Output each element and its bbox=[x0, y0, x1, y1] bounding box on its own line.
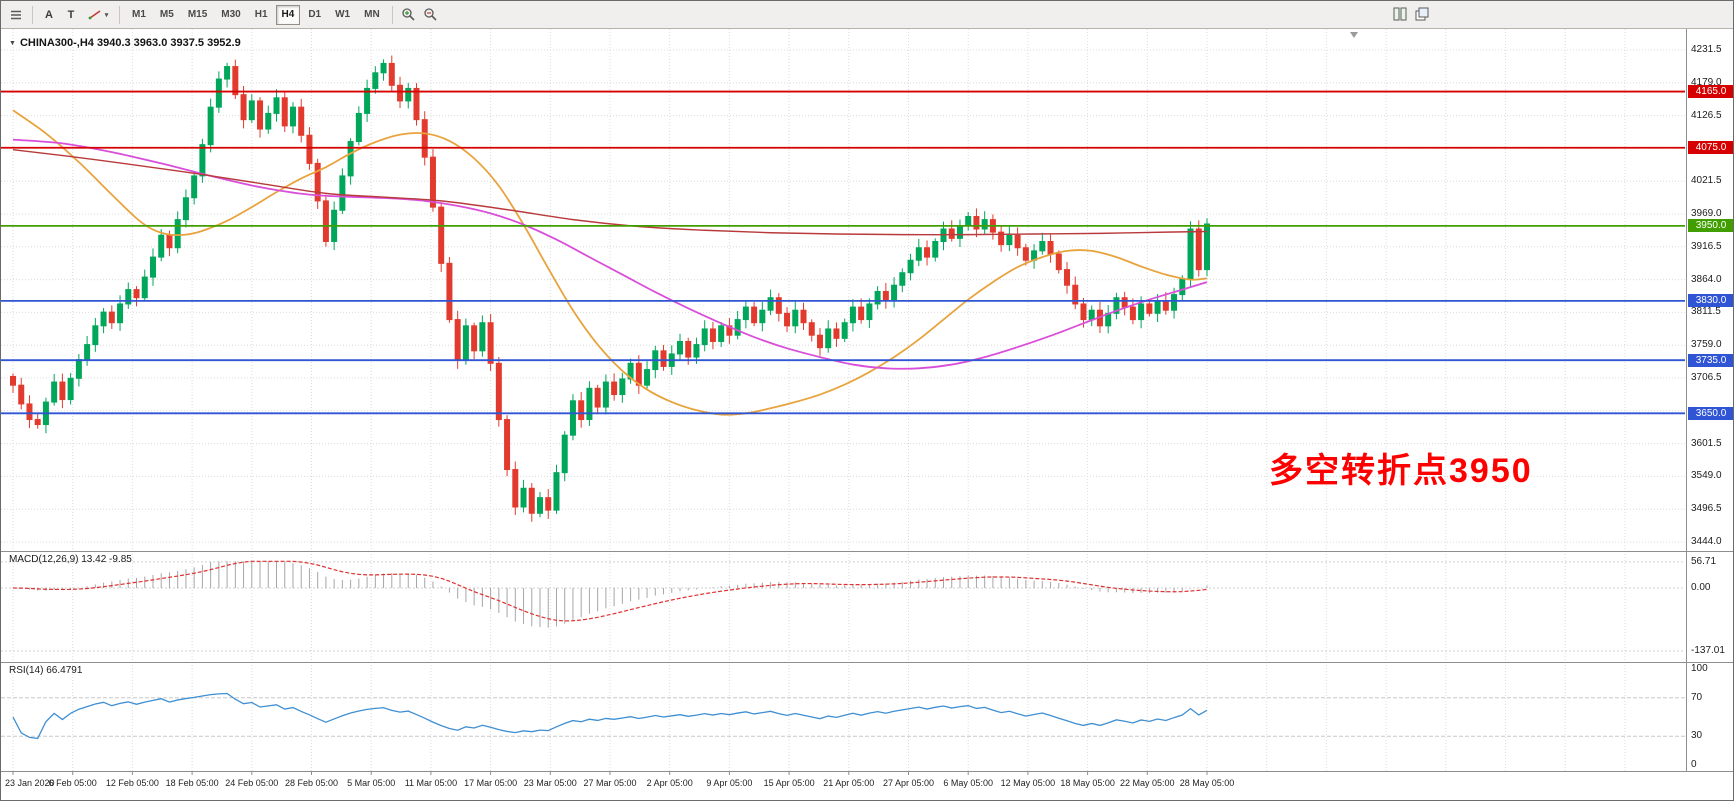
date-label: 12 May 05:00 bbox=[1000, 778, 1056, 788]
timeframe-button-M15[interactable]: M15 bbox=[187, 8, 208, 20]
cascade-icon bbox=[1415, 7, 1429, 21]
date-label: 28 Feb 05:00 bbox=[284, 778, 339, 788]
date-label: 5 Mar 05:00 bbox=[347, 778, 396, 788]
ohlc-values: 3940.3 3963.0 3937.5 3952.9 bbox=[96, 37, 241, 49]
zoom-in-icon[interactable] bbox=[399, 5, 419, 25]
date-label: 18 Feb 05:00 bbox=[165, 778, 219, 788]
timeframe-button-M5[interactable]: M5 bbox=[159, 8, 174, 20]
date-label: 12 Feb 05:00 bbox=[105, 778, 159, 788]
chart-annotation-text: 多空转折点3950 bbox=[1269, 452, 1533, 490]
date-label: 15 Apr 05:00 bbox=[763, 778, 815, 788]
rsi-label: RSI(14) 66.4791 bbox=[9, 665, 83, 676]
chart-symbol-ohlc: ▼ CHINA300-,H4 3940.3 3963.0 3937.5 3952.… bbox=[9, 37, 241, 50]
candles-layer bbox=[10, 55, 1210, 522]
price-level-badge-3830.0[interactable]: 3830.0 bbox=[1688, 294, 1733, 308]
cascade-windows-icon[interactable] bbox=[1412, 4, 1432, 24]
timeframe-button-MN[interactable]: MN bbox=[364, 8, 380, 20]
y-axis-label: 4179.0 bbox=[1691, 76, 1722, 88]
macd-label: MACD(12,26,9) 13.42 -9.85 bbox=[9, 554, 132, 565]
price-level-badge-4165.0[interactable]: 4165.0 bbox=[1688, 85, 1733, 99]
date-label: 18 May 05:00 bbox=[1060, 778, 1115, 788]
y-axis-label: 4021.5 bbox=[1691, 175, 1722, 187]
rsi-line bbox=[12, 692, 1208, 740]
y-axis-label: 3759.0 bbox=[1691, 339, 1722, 351]
chart-shift-marker[interactable] bbox=[1350, 32, 1358, 38]
trendline-icon bbox=[88, 10, 101, 20]
toolbar-separator bbox=[32, 5, 33, 24]
chart-area[interactable]: ▼ CHINA300-,H4 3940.3 3963.0 3937.5 3952.… bbox=[1, 29, 1734, 801]
date-label: 17 Mar 05:00 bbox=[464, 778, 518, 788]
timeframe-button-H4[interactable]: H4 bbox=[275, 4, 301, 25]
date-label: 28 May 05:00 bbox=[1179, 778, 1235, 788]
chevron-down-icon: ▾ bbox=[104, 11, 109, 19]
chart-dropdown-icon[interactable]: ▼ bbox=[9, 40, 16, 47]
price-chart-svg[interactable] bbox=[1, 29, 1734, 801]
grid-layer bbox=[1, 29, 1685, 771]
y-axis-label: 4126.5 bbox=[1691, 109, 1722, 121]
text-label-tool-button[interactable]: A bbox=[45, 8, 53, 21]
y-axis-label: 3969.0 bbox=[1691, 208, 1722, 219]
price-level-badge-3735.0[interactable]: 3735.0 bbox=[1688, 353, 1733, 367]
rsi-axis-label: 0 bbox=[1691, 759, 1697, 770]
rsi-axis-label: 30 bbox=[1691, 730, 1703, 742]
ma-orange-line bbox=[12, 109, 1208, 416]
price-level-badge-3950.0[interactable]: 3950.0 bbox=[1688, 219, 1733, 233]
date-label: 11 Mar 05:00 bbox=[404, 778, 458, 788]
price-level-badge-3650.0[interactable]: 3650.0 bbox=[1688, 406, 1733, 420]
draw-trendline-dropdown[interactable]: ▾ bbox=[83, 5, 113, 25]
y-axis-label: 3496.5 bbox=[1691, 503, 1722, 515]
date-label: 27 Apr 05:00 bbox=[882, 778, 935, 788]
text-tool-button[interactable]: T bbox=[67, 8, 75, 21]
y-axis-label: 3601.5 bbox=[1691, 437, 1722, 449]
chart-list-icon[interactable] bbox=[6, 5, 26, 25]
tile-icon bbox=[1393, 7, 1407, 21]
y-axis-label: 3916.5 bbox=[1691, 240, 1722, 252]
y-axis-label: 4231.5 bbox=[1691, 44, 1722, 55]
date-label: 9 Apr 05:00 bbox=[706, 778, 753, 788]
magnifier-plus-icon bbox=[402, 8, 415, 21]
timeframe-group: M1 M5 M15 M30 H1 H4 D1 W1 MN bbox=[125, 4, 387, 25]
rsi-axis-label: 100 bbox=[1691, 663, 1708, 674]
date-label: 27 Mar 05:00 bbox=[583, 778, 637, 788]
date-label: 23 Mar 05:00 bbox=[523, 778, 577, 788]
tile-windows-icon[interactable] bbox=[1390, 4, 1410, 24]
macd-axis-label: 56.71 bbox=[1691, 555, 1717, 567]
symbol-name: CHINA300-,H4 bbox=[19, 37, 94, 49]
price-level-badge-4075.0[interactable]: 4075.0 bbox=[1688, 141, 1733, 155]
date-label: 6 May 05:00 bbox=[943, 778, 993, 788]
toolbar-separator bbox=[391, 5, 393, 24]
window-arrange-group bbox=[1389, 4, 1433, 24]
hamburger-icon bbox=[11, 10, 21, 19]
timeframe-button-M30[interactable]: M30 bbox=[221, 8, 241, 20]
rsi-axis-label: 70 bbox=[1691, 691, 1703, 703]
date-label: 6 Feb 05:00 bbox=[48, 778, 97, 788]
date-label: 21 Apr 05:00 bbox=[823, 778, 875, 788]
timeframe-button-H1[interactable]: H1 bbox=[254, 8, 268, 20]
date-label: 22 May 05:00 bbox=[1120, 778, 1175, 788]
toolbar: A T ▾ M1 M5 M15 M30 H1 H4 D1 W1 MN bbox=[1, 1, 1733, 29]
date-label: 24 Feb 05:00 bbox=[225, 778, 279, 788]
date-label: 2 Apr 05:00 bbox=[646, 778, 693, 788]
macd-axis-label: -137.01 bbox=[1691, 645, 1725, 657]
timeframe-button-D1[interactable]: D1 bbox=[308, 8, 322, 20]
zoom-out-icon[interactable] bbox=[421, 5, 441, 25]
magnifier-minus-icon bbox=[424, 8, 437, 21]
y-axis-label: 3811.5 bbox=[1691, 306, 1721, 318]
macd-axis-label: 0.00 bbox=[1691, 582, 1711, 593]
date-label: 23 Jan 2020 bbox=[5, 778, 55, 788]
timeframe-button-W1[interactable]: W1 bbox=[335, 8, 351, 20]
y-axis-label: 3706.5 bbox=[1691, 372, 1722, 383]
timeframe-button-M1[interactable]: M1 bbox=[132, 8, 146, 20]
y-axis-label: 3444.0 bbox=[1691, 536, 1722, 547]
y-axis-label: 3549.0 bbox=[1691, 470, 1722, 482]
toolbar-separator bbox=[119, 5, 120, 24]
y-axis-label: 3864.0 bbox=[1691, 273, 1722, 285]
macd-signal-line bbox=[12, 560, 1208, 622]
